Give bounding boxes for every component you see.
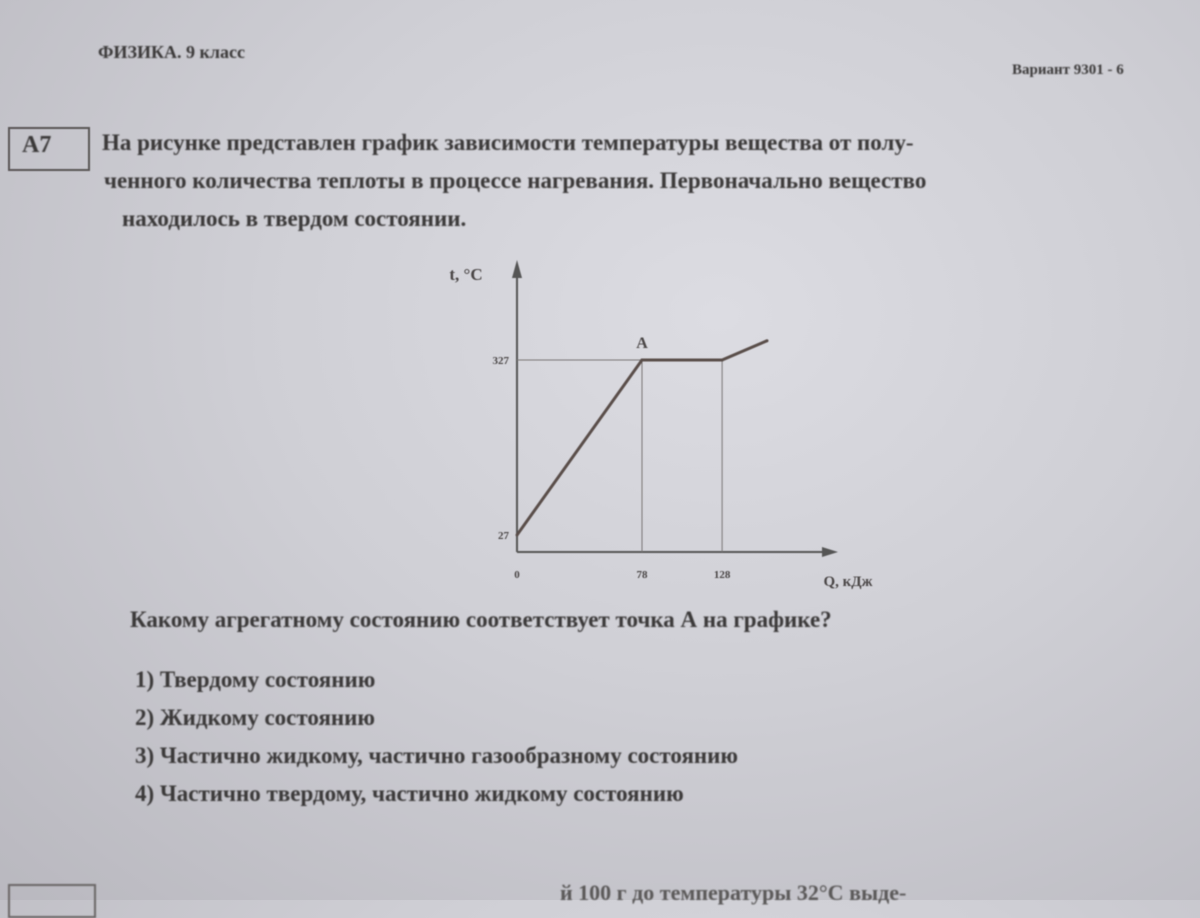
data-point xyxy=(640,358,644,362)
answer-option-3[interactable]: 3) Частично жидкому, частично газообразн… xyxy=(135,743,738,768)
data-point xyxy=(720,358,724,362)
task-number: А7 xyxy=(22,132,52,158)
task-number-box xyxy=(8,127,90,171)
x-tick-label: 78 xyxy=(637,569,649,581)
y-tick-label: 327 xyxy=(493,355,510,367)
question-text: Какому агрегатному состоянию соответству… xyxy=(130,607,832,632)
data-line xyxy=(515,339,768,536)
task-text-line: находилось в твердом состоянии. xyxy=(122,206,467,231)
answer-option-4[interactable]: 4) Частично твердому, частично жидкому с… xyxy=(135,781,684,806)
next-task-number-box xyxy=(8,884,96,918)
x-axis-arrow xyxy=(822,547,838,557)
x-tick-label: 0 xyxy=(514,569,520,581)
header-variant: Вариант 9301 - 6 xyxy=(1012,62,1124,78)
data-point xyxy=(515,533,519,537)
y-tick-label: 27 xyxy=(498,530,510,542)
y-axis-arrow xyxy=(512,260,522,278)
point-a-label: А xyxy=(636,335,648,352)
header-subject: ФИЗИКА. 9 класс xyxy=(98,42,245,62)
answer-option-1[interactable]: 1) Твердому состоянию xyxy=(135,667,376,692)
x-axis-label: Q, кДж xyxy=(823,574,872,590)
next-task-partial-text: й 100 г до температуры 32°С выде- xyxy=(560,880,907,905)
task-text-line: На рисунке представлен график зависимост… xyxy=(102,130,914,155)
answer-option-2[interactable]: 2) Жидкому состоянию xyxy=(135,705,375,730)
task-text-line: ченного количества теплоты в процессе на… xyxy=(104,168,927,193)
data-point xyxy=(765,339,769,343)
y-axis-label: t, °C xyxy=(449,265,482,284)
x-tick-label: 128 xyxy=(714,569,731,581)
